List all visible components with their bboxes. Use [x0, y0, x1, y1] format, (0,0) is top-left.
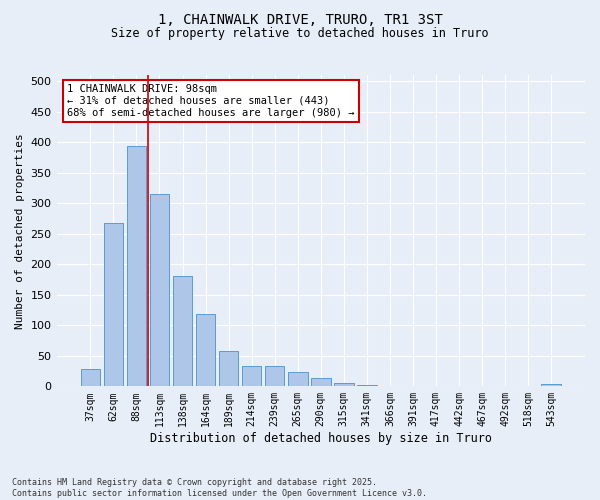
Bar [311, 378, 331, 386]
Bar [149, 194, 169, 386]
Bar [265, 366, 284, 386]
Text: 1 CHAINWALK DRIVE: 98sqm
← 31% of detached houses are smaller (443)
68% of semi-: 1 CHAINWALK DRIVE: 98sqm ← 31% of detach… [67, 84, 355, 117]
Bar [288, 372, 308, 386]
Bar [357, 385, 377, 386]
Bar [219, 351, 238, 386]
Bar [127, 146, 146, 386]
Bar [104, 224, 123, 386]
Bar [334, 382, 353, 386]
Bar [80, 368, 100, 386]
Bar [173, 276, 193, 386]
Bar [242, 366, 262, 386]
Text: Contains HM Land Registry data © Crown copyright and database right 2025.
Contai: Contains HM Land Registry data © Crown c… [12, 478, 427, 498]
Y-axis label: Number of detached properties: Number of detached properties [15, 133, 25, 328]
Bar [196, 314, 215, 386]
Bar [541, 384, 561, 386]
Text: 1, CHAINWALK DRIVE, TRURO, TR1 3ST: 1, CHAINWALK DRIVE, TRURO, TR1 3ST [158, 12, 442, 26]
X-axis label: Distribution of detached houses by size in Truro: Distribution of detached houses by size … [150, 432, 492, 445]
Text: Size of property relative to detached houses in Truro: Size of property relative to detached ho… [111, 28, 489, 40]
